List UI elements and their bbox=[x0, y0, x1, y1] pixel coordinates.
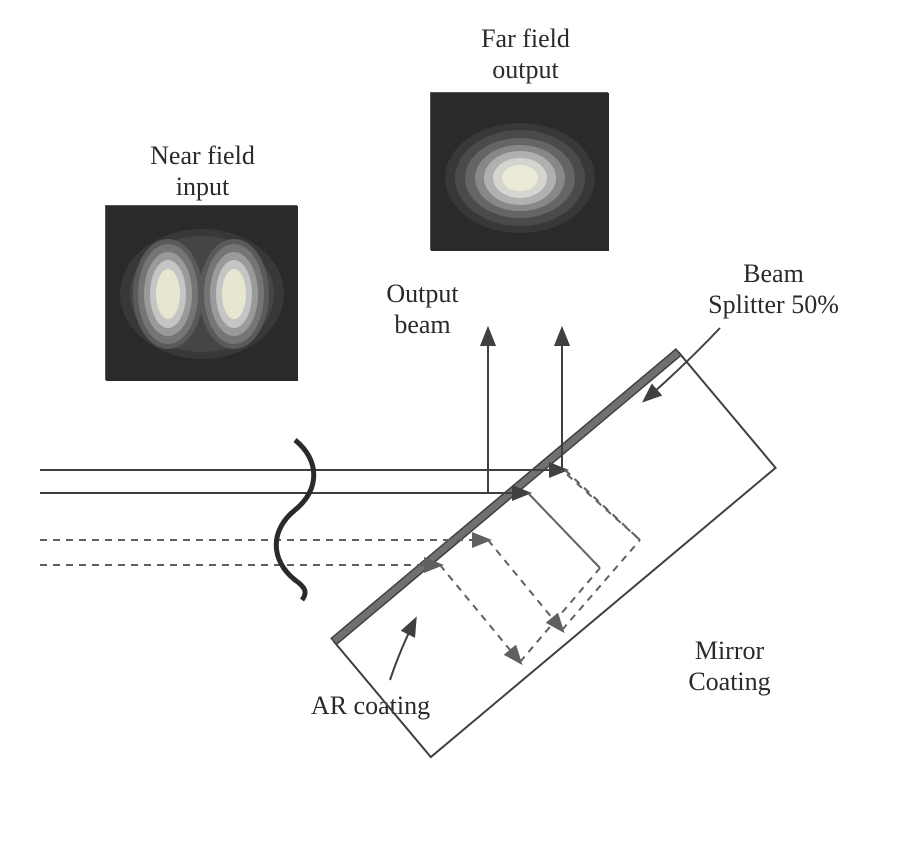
internal-rays bbox=[440, 330, 640, 662]
diagram-svg bbox=[0, 0, 913, 845]
wave-overlay bbox=[276, 440, 314, 600]
prism-block bbox=[331, 349, 775, 757]
ar-coating-pointer bbox=[390, 620, 415, 680]
